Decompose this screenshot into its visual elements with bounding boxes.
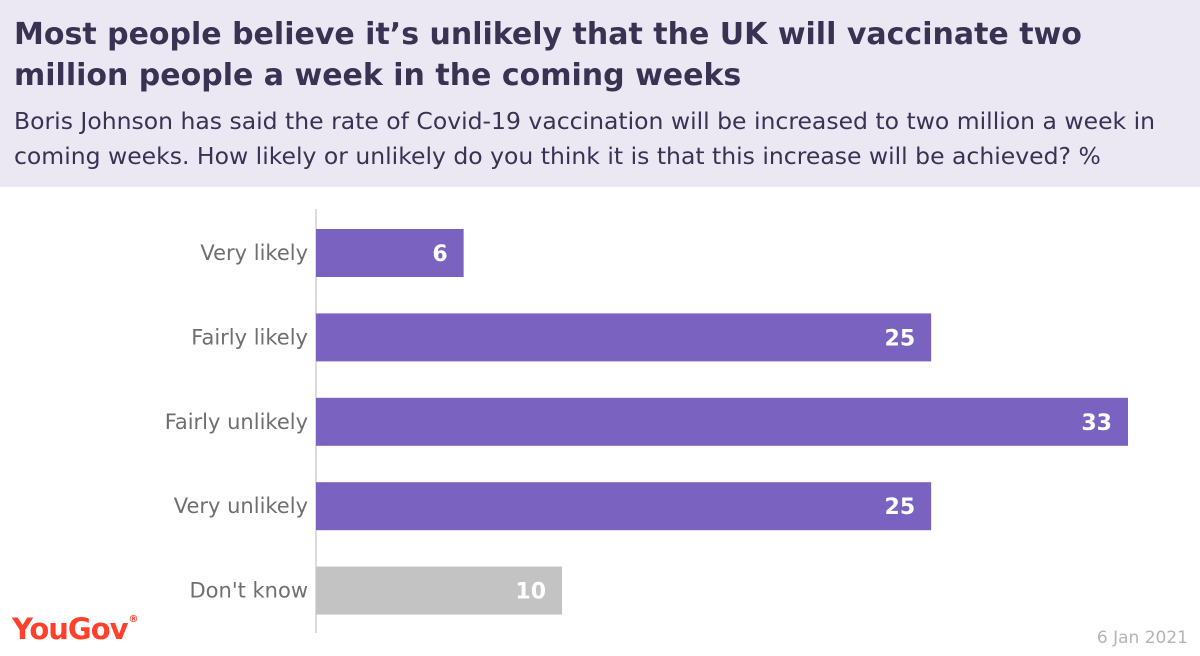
bar (316, 566, 563, 615)
yougov-logo: YouGov® (12, 612, 139, 646)
registered-mark-icon: ® (128, 614, 139, 625)
value-label: 25 (885, 326, 916, 351)
logo-text: YouGov (12, 612, 129, 646)
category-label: Fairly unlikely (165, 410, 308, 434)
bar (316, 313, 932, 362)
bar (316, 482, 932, 531)
value-label: 6 (432, 242, 447, 267)
value-label: 25 (885, 495, 916, 520)
bar-chart: Very likely 6 Fairly likely 25 Fairly unlike… (165, 209, 1128, 633)
publication-date: 6 Jan 2021 (1096, 628, 1188, 648)
chart-title: Most people believe it’s unlikely that t… (14, 17, 1082, 93)
category-label: Don't know (189, 579, 308, 603)
value-label: 10 (515, 580, 546, 605)
category-label: Very likely (200, 241, 308, 265)
category-label: Fairly likely (191, 325, 308, 349)
bar (316, 397, 1128, 446)
value-label: 33 (1081, 411, 1112, 436)
chart-subtitle: Boris Johnson has said the rate of Covid… (14, 107, 1156, 170)
category-label: Very unlikely (174, 494, 308, 518)
header-banner: Most people believe it’s unlikely that t… (0, 0, 1200, 187)
bar (316, 229, 464, 277)
